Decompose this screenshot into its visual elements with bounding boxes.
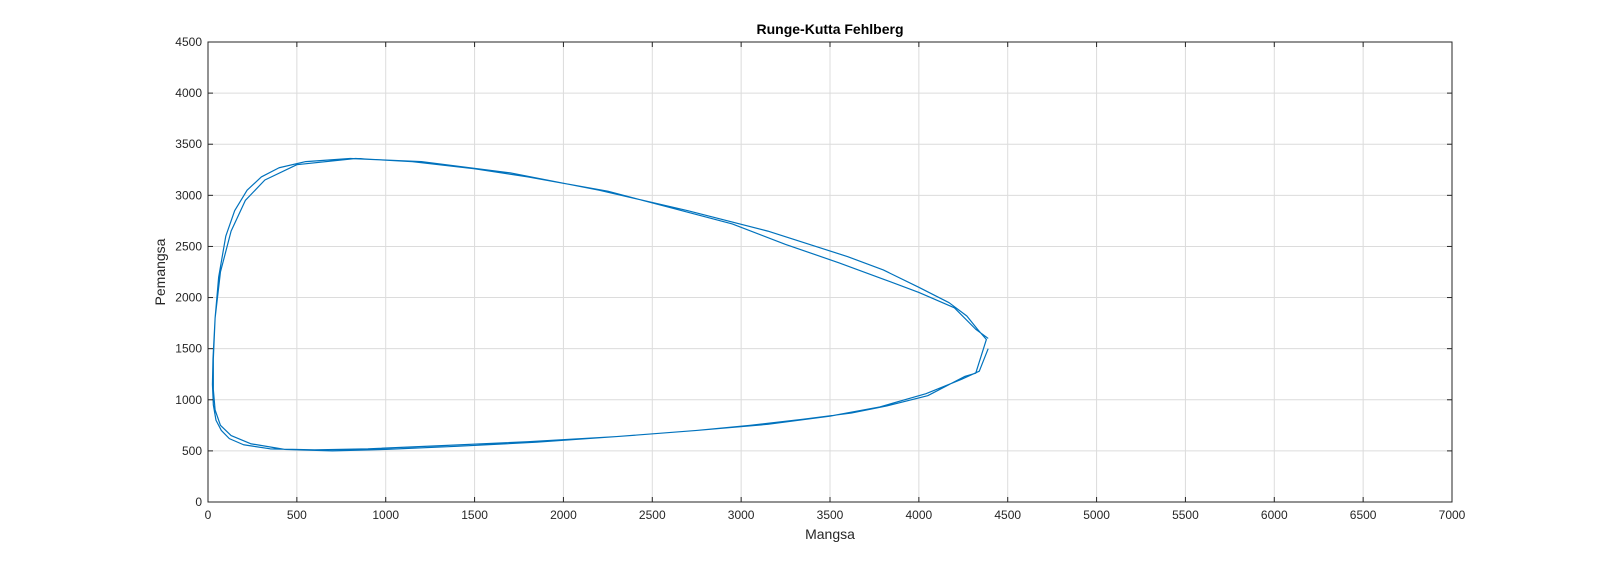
chart-title: Runge-Kutta Fehlberg xyxy=(757,21,904,37)
y-tick-label: 2500 xyxy=(175,239,202,253)
x-tick-label: 4500 xyxy=(994,508,1021,522)
x-tick-labels: 0 500 1000 1500 2000 2500 3000 3500 4000 4500 5000… xyxy=(205,508,1466,522)
x-tick-label: 7000 xyxy=(1439,508,1466,522)
y-tick-label: 3000 xyxy=(175,188,202,202)
y-tick-label: 2000 xyxy=(175,291,202,305)
y-tick-label: 4000 xyxy=(175,86,202,100)
x-tick-label: 5000 xyxy=(1083,508,1110,522)
y-tick-label: 3500 xyxy=(175,137,202,151)
x-tick-label: 2000 xyxy=(550,508,577,522)
x-tick-label: 4000 xyxy=(906,508,933,522)
x-tick-label: 2500 xyxy=(639,508,666,522)
x-axis-label: Mangsa xyxy=(805,526,855,542)
y-axis-label: Pemangsa xyxy=(152,238,168,305)
x-tick-label: 0 xyxy=(205,508,212,522)
y-tick-label: 0 xyxy=(195,495,202,509)
x-tick-label: 1000 xyxy=(372,508,399,522)
x-tick-label: 1500 xyxy=(461,508,488,522)
x-tick-label: 6000 xyxy=(1261,508,1288,522)
plot-area xyxy=(211,157,989,452)
x-tick-label: 3500 xyxy=(817,508,844,522)
x-tick-label: 3000 xyxy=(728,508,755,522)
y-tick-label: 1000 xyxy=(175,393,202,407)
y-tick-label: 1500 xyxy=(175,342,202,356)
series-line xyxy=(211,157,989,452)
x-tick-label: 5500 xyxy=(1172,508,1199,522)
y-tick-labels: 0 500 1000 1500 2000 2500 3000 3500 4000 4500 xyxy=(175,35,202,509)
y-tick-label: 4500 xyxy=(175,35,202,49)
x-tick-label: 6500 xyxy=(1350,508,1377,522)
ticks xyxy=(207,41,1453,503)
x-tick-label: 500 xyxy=(287,508,307,522)
y-tick-label: 500 xyxy=(182,444,202,458)
